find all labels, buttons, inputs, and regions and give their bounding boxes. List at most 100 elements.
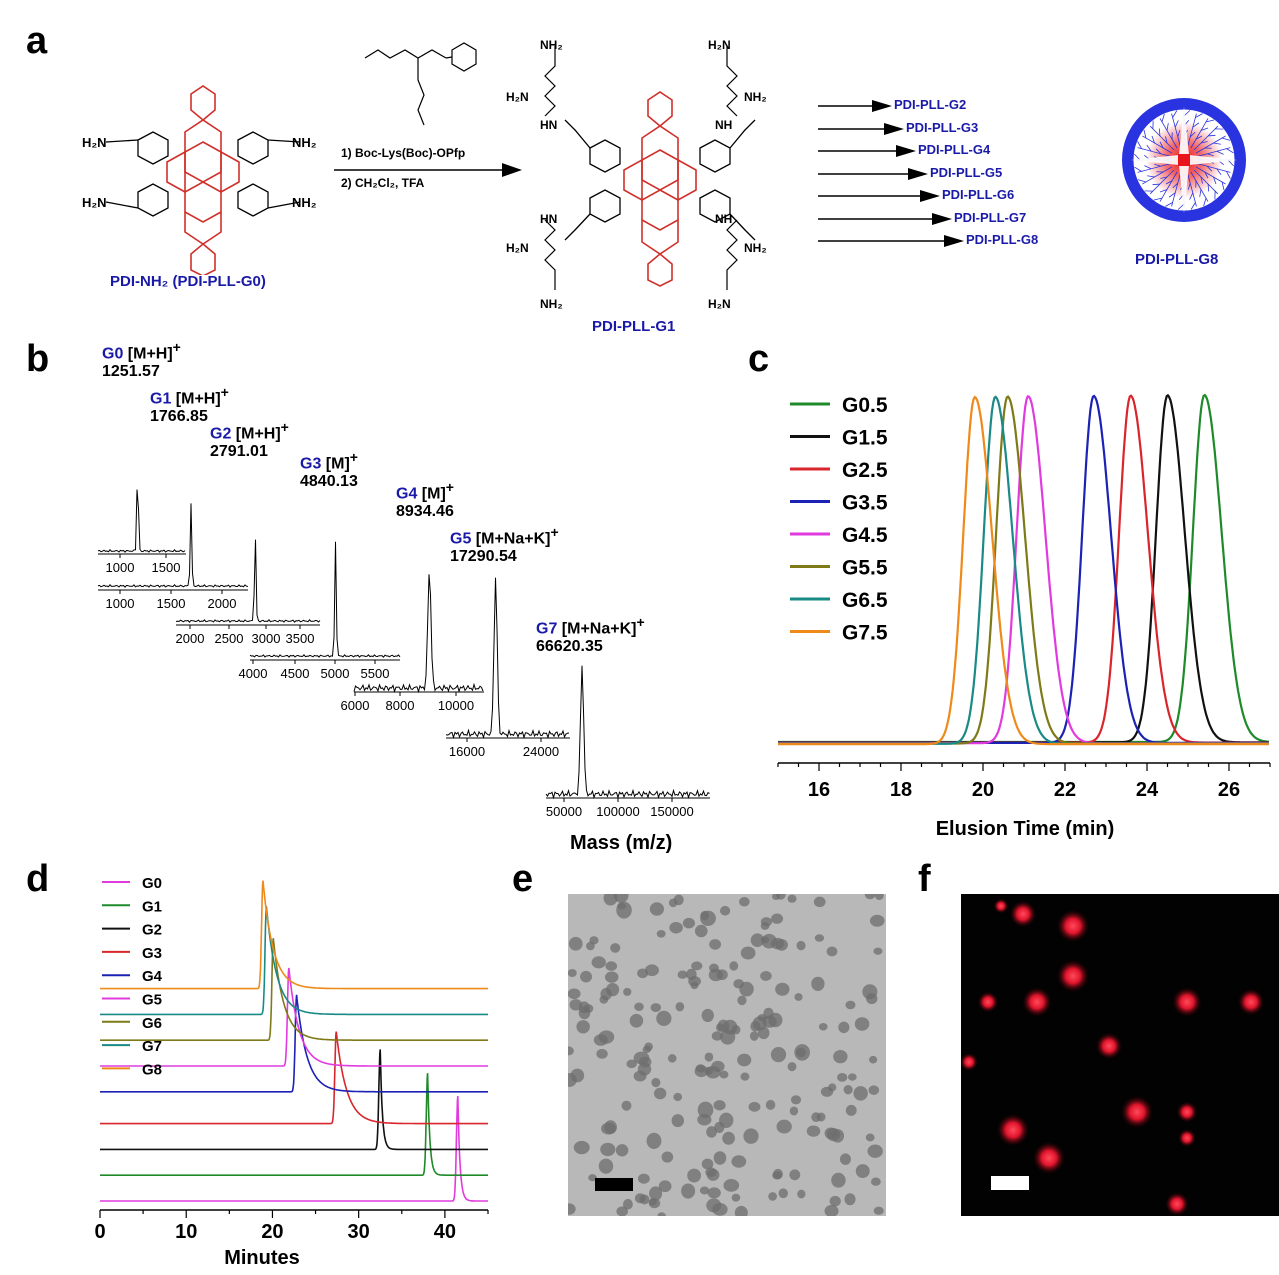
spectrum-label-g2: G2 [M+H]+ 2791.01	[210, 418, 289, 461]
dendrimer-branch	[1159, 189, 1168, 193]
tem-particle	[868, 1055, 878, 1064]
c-x-tick-label: 20	[972, 779, 994, 801]
tem-particle	[838, 1021, 850, 1034]
tem-particle	[760, 922, 770, 930]
d-series-G6	[100, 938, 488, 1041]
tem-particle	[740, 1072, 750, 1081]
tem-particle	[626, 1059, 637, 1069]
tem-particle	[824, 1204, 839, 1216]
dendrimer-branch	[1137, 147, 1171, 157]
g1-h2n-4: H₂N	[708, 38, 731, 52]
g1-nh2-11: NH₂	[744, 241, 767, 255]
spectrum-tick-label: 4000	[239, 666, 268, 681]
spectrum-tick-label: 100000	[596, 804, 639, 819]
dendrimer-branch	[1137, 179, 1147, 183]
tem-particle	[623, 987, 632, 996]
d-legend-label-G8: G8	[142, 1061, 162, 1078]
tem-particle	[826, 946, 838, 957]
fluorescent-spot	[1237, 988, 1265, 1016]
tem-particle	[829, 1195, 841, 1207]
generation-label-7: PDI-PLL-G7	[954, 209, 1027, 225]
d-series-G0	[100, 1095, 488, 1202]
reagent-step2: 2) CH₂Cl₂, TFA	[341, 176, 425, 190]
g1-h2n-12: H₂N	[708, 297, 731, 311]
dendrimer-branch	[1161, 113, 1165, 123]
dendrimer-branch	[1227, 159, 1234, 167]
ion-charge: +	[220, 384, 229, 400]
tem-particle	[588, 1174, 597, 1182]
c-x-tick-label: 24	[1136, 779, 1159, 801]
g1-hn-3: HN	[540, 118, 558, 132]
mass-value: 2791.01	[210, 443, 268, 461]
tem-particle	[712, 1202, 728, 1216]
tem-particle	[713, 1151, 727, 1165]
generation-arrow-4	[818, 145, 916, 157]
fluorescence-image	[961, 894, 1279, 1216]
tem-particle	[843, 1084, 853, 1095]
tem-particle	[657, 1212, 666, 1216]
dendrimer-branch	[1207, 153, 1214, 157]
tem-particle	[837, 1073, 848, 1082]
tem-particle	[617, 902, 626, 910]
spectrum-tick-label: 3500	[286, 631, 315, 646]
tem-particle	[873, 1206, 884, 1215]
tem-particle	[616, 1206, 628, 1216]
spectrum-tick-label: 5500	[361, 666, 390, 681]
tem-particle	[697, 1101, 714, 1119]
tem-particle	[568, 1072, 577, 1087]
d-series-G4	[100, 994, 488, 1093]
tem-particle	[719, 905, 731, 916]
dendrimer-branch	[1226, 148, 1234, 154]
ion-type: [M+H]	[123, 345, 173, 363]
tem-particle	[762, 1015, 777, 1028]
tem-particle	[862, 984, 878, 1000]
tem-particle	[600, 1142, 616, 1157]
d-legend-label-G7: G7	[142, 1038, 162, 1055]
spectrum-g1: 1000 1500 2000	[97, 503, 249, 611]
tem-particle	[634, 1193, 646, 1204]
d-x-tick-label: 10	[175, 1221, 197, 1243]
c-legend-label-G7.5: G7.5	[842, 622, 888, 645]
dendrimer-branch	[1158, 128, 1161, 136]
dendrimer-branch	[1195, 135, 1226, 154]
dendrimer-branch	[1142, 135, 1173, 154]
dendrimer-branch	[1159, 171, 1178, 202]
lysine-arm-bl	[544, 219, 556, 290]
dendrimer-branch	[1206, 165, 1213, 172]
dendrimer-branch	[1213, 176, 1217, 185]
g1-h2n-8: H₂N	[506, 241, 529, 255]
d-series-G7	[100, 906, 488, 1016]
ion-type: [M]	[417, 485, 446, 503]
dendrimer-branch	[1190, 202, 1196, 210]
tem-particle	[828, 1083, 837, 1092]
generation-arrow-6	[818, 190, 940, 202]
dendrimer-branch	[1187, 113, 1197, 147]
ion-charge: +	[349, 449, 358, 465]
fluorescent-spot	[993, 898, 1009, 914]
tem-particle	[604, 1120, 617, 1135]
tem-particle	[709, 939, 722, 950]
tem-particle	[669, 921, 683, 934]
ion-charge: +	[280, 419, 289, 435]
spectrum-trace-g3	[249, 541, 401, 658]
tem-particle	[731, 1155, 747, 1168]
c-legend-label-G0.5: G0.5	[842, 394, 888, 417]
generation-name: G3	[300, 455, 322, 473]
c-legend-label-G3.5: G3.5	[842, 492, 888, 515]
tem-particle	[596, 1048, 608, 1059]
ion-charge: +	[445, 479, 454, 495]
generation-name: G0	[102, 345, 124, 363]
d-series-G8	[100, 880, 488, 990]
tem-particle	[778, 1188, 788, 1199]
tem-particle	[593, 1034, 608, 1046]
dendrimer-branch	[1134, 166, 1142, 172]
panel-b-xlabel: Mass (m/z)	[570, 832, 673, 854]
tem-particle	[789, 1169, 801, 1181]
dendrimer-branch	[1207, 184, 1210, 192]
nh2-label-a3: H₂N	[82, 195, 107, 210]
tem-particle	[765, 1099, 776, 1110]
generation-label-8: PDI-PLL-G8	[966, 232, 1039, 247]
tem-particle	[656, 1010, 672, 1027]
c-x-tick-label: 16	[808, 779, 830, 801]
dendrimer-branch	[1203, 197, 1207, 207]
